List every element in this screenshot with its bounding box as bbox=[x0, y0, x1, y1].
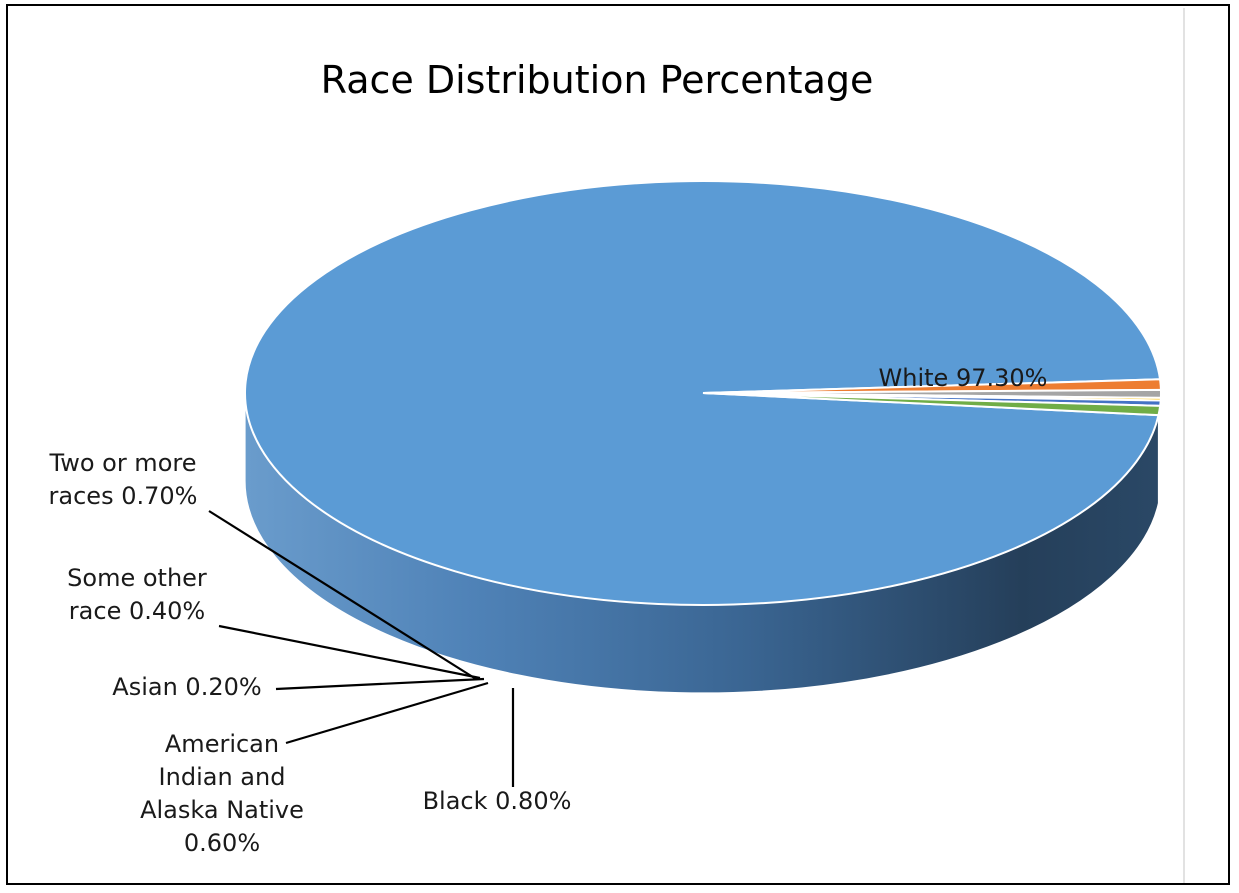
leader-line-group bbox=[208, 510, 515, 787]
leader-line-asian bbox=[275, 677, 485, 691]
pie-slice-white bbox=[244, 179, 1162, 606]
pie-slice-two-or-more-races bbox=[702, 392, 1162, 417]
leader-line-some-other-race bbox=[218, 624, 481, 680]
data-label-white: White 97.30% bbox=[879, 364, 1048, 392]
data-label-line: 0.60% bbox=[184, 829, 260, 857]
chart-title: Race Distribution Percentage bbox=[321, 58, 874, 102]
data-label-line: Alaska Native bbox=[140, 796, 304, 824]
data-label-some-other-race: Some other race 0.40% bbox=[67, 564, 207, 625]
data-label-group: White 97.30% Black 0.80% American Indian an… bbox=[49, 364, 1048, 857]
data-label-asian: Asian 0.20% bbox=[112, 673, 261, 701]
data-label-two-or-more-races: Two or more races 0.70% bbox=[49, 449, 198, 510]
data-label-line: Two or more bbox=[49, 449, 197, 477]
data-label-line: Indian and bbox=[159, 763, 286, 791]
data-label-line: Black 0.80% bbox=[423, 787, 572, 815]
data-label-line: American bbox=[165, 730, 279, 758]
data-label-black: Black 0.80% bbox=[423, 787, 572, 815]
leader-line-american-indian-alaska-native bbox=[285, 681, 489, 745]
data-label-line: Some other bbox=[67, 564, 207, 592]
data-label-line: White 97.30% bbox=[879, 364, 1048, 392]
data-label-line: Asian 0.20% bbox=[112, 673, 261, 701]
data-label-american-indian-alaska-native: American Indian and Alaska Native 0.60% bbox=[140, 730, 304, 857]
data-label-line: race 0.40% bbox=[69, 597, 205, 625]
pie-top-group bbox=[244, 179, 1162, 606]
leader-line-two-or-more-races bbox=[208, 510, 477, 680]
data-label-line: races 0.70% bbox=[49, 482, 198, 510]
